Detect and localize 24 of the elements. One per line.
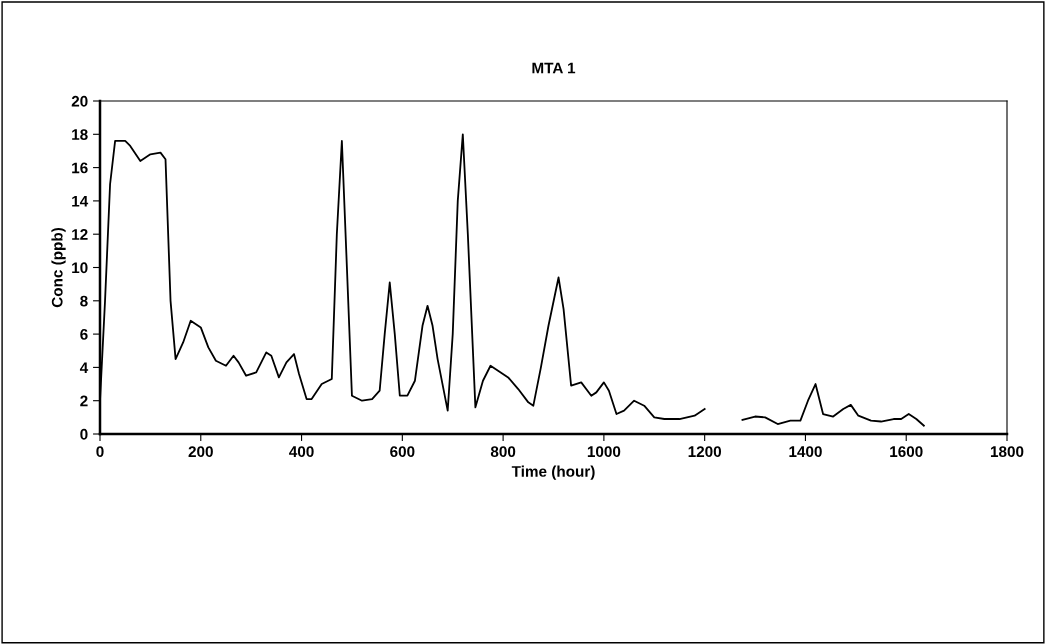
x-axis-title: Time (hour) (511, 465, 595, 480)
x-tick-label: 1400 (789, 446, 822, 458)
x-tick-label: 0 (96, 446, 104, 458)
y-axis-title: Conc (ppb) (51, 227, 66, 308)
y-tick-label: 10 (72, 262, 88, 274)
y-tick-label: 6 (80, 328, 88, 340)
y-tick-label: 18 (72, 129, 88, 140)
y-tick-label: 0 (80, 428, 88, 440)
y-tick-label: 14 (72, 195, 89, 207)
x-tick-label: 600 (390, 446, 415, 458)
x-tick-label: 800 (490, 446, 516, 458)
chart-title: MTA 1 (532, 62, 576, 74)
y-tick-label: 2 (80, 395, 88, 407)
y-tick-label: 4 (79, 362, 89, 373)
y-tick-label: 20 (71, 95, 88, 107)
x-tick-label: 200 (188, 446, 213, 458)
x-tick-label: 1600 (890, 446, 923, 458)
x-tick-label: 400 (289, 446, 314, 458)
y-tick-label: 12 (72, 229, 88, 240)
x-tick-label: 1200 (688, 446, 722, 458)
x-tick-label: 1800 (990, 446, 1024, 458)
y-tick-label: 8 (80, 295, 88, 307)
y-tick-label: 16 (72, 162, 88, 174)
x-tick-label: 1000 (587, 446, 621, 458)
